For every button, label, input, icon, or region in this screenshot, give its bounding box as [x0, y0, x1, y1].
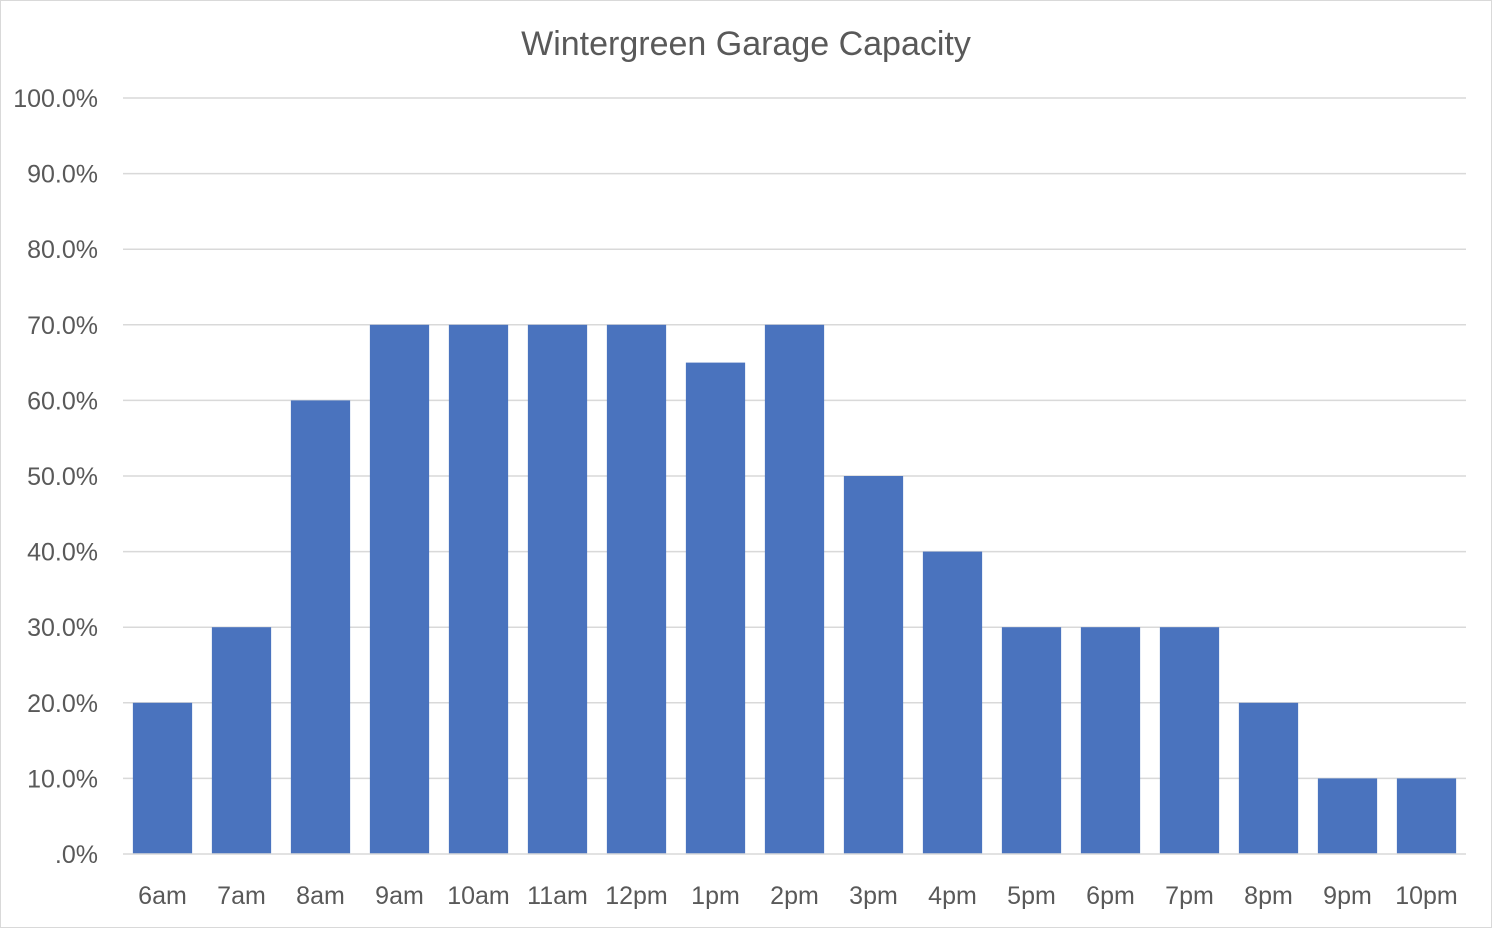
y-tick-label: 30.0% [27, 614, 98, 642]
x-tick-label: 10am [447, 882, 510, 910]
bar-10am [448, 324, 509, 854]
bars [132, 324, 1457, 854]
y-tick-label: 40.0% [27, 539, 98, 567]
bar-8pm [1238, 702, 1299, 854]
bar-6pm [1080, 627, 1141, 854]
bar-10pm [1396, 778, 1457, 854]
x-tick-label: 3pm [849, 882, 898, 910]
bar-4pm [922, 551, 983, 854]
x-tick-label: 10pm [1395, 882, 1458, 910]
y-tick-label: 100.0% [13, 85, 98, 113]
bar-12pm [606, 324, 667, 854]
x-tick-label: 11am [527, 882, 588, 910]
y-tick-label: 80.0% [27, 236, 98, 264]
bar-1pm [685, 362, 746, 854]
y-tick-label: 60.0% [27, 387, 98, 415]
y-tick-label: 50.0% [27, 463, 98, 491]
bar-2pm [764, 324, 825, 854]
x-tick-label: 6am [138, 882, 187, 910]
chart-title: Wintergreen Garage Capacity [521, 25, 971, 63]
bar-5pm [1001, 627, 1062, 854]
bar-6am [132, 702, 193, 854]
bar-9pm [1317, 778, 1378, 854]
x-tick-label: 1pm [691, 882, 740, 910]
x-tick-label: 7am [217, 882, 266, 910]
x-tick-label: 7pm [1165, 882, 1214, 910]
bar-9am [369, 324, 430, 854]
x-axis-ticks: 6am 7am 8am 9am 10am 11am 12pm 1pm 2pm 3pm 4pm 5pm 6… [138, 882, 1458, 910]
x-tick-label: 9pm [1323, 882, 1372, 910]
bar-7am [211, 627, 272, 854]
x-tick-label: 9am [375, 882, 424, 910]
bar-7pm [1159, 627, 1220, 854]
x-tick-label: 12pm [605, 882, 668, 910]
y-tick-label: 90.0% [27, 161, 98, 189]
x-tick-label: 8pm [1244, 882, 1293, 910]
y-tick-label: 20.0% [27, 690, 98, 718]
y-axis-ticks: .0% 10.0% 20.0% 30.0% 40.0% 50.0% 60.0% 70.0% 80… [13, 85, 98, 869]
y-tick-label: 70.0% [27, 312, 98, 340]
x-tick-label: 6pm [1086, 882, 1135, 910]
bar-11am [527, 324, 588, 854]
x-tick-label: 4pm [928, 882, 977, 910]
bar-8am [290, 400, 351, 854]
x-tick-label: 8am [296, 882, 345, 910]
bar-3pm [843, 476, 904, 854]
y-tick-label: .0% [55, 841, 98, 869]
x-tick-label: 2pm [770, 882, 819, 910]
y-tick-label: 10.0% [27, 765, 98, 793]
x-tick-label: 5pm [1007, 882, 1056, 910]
